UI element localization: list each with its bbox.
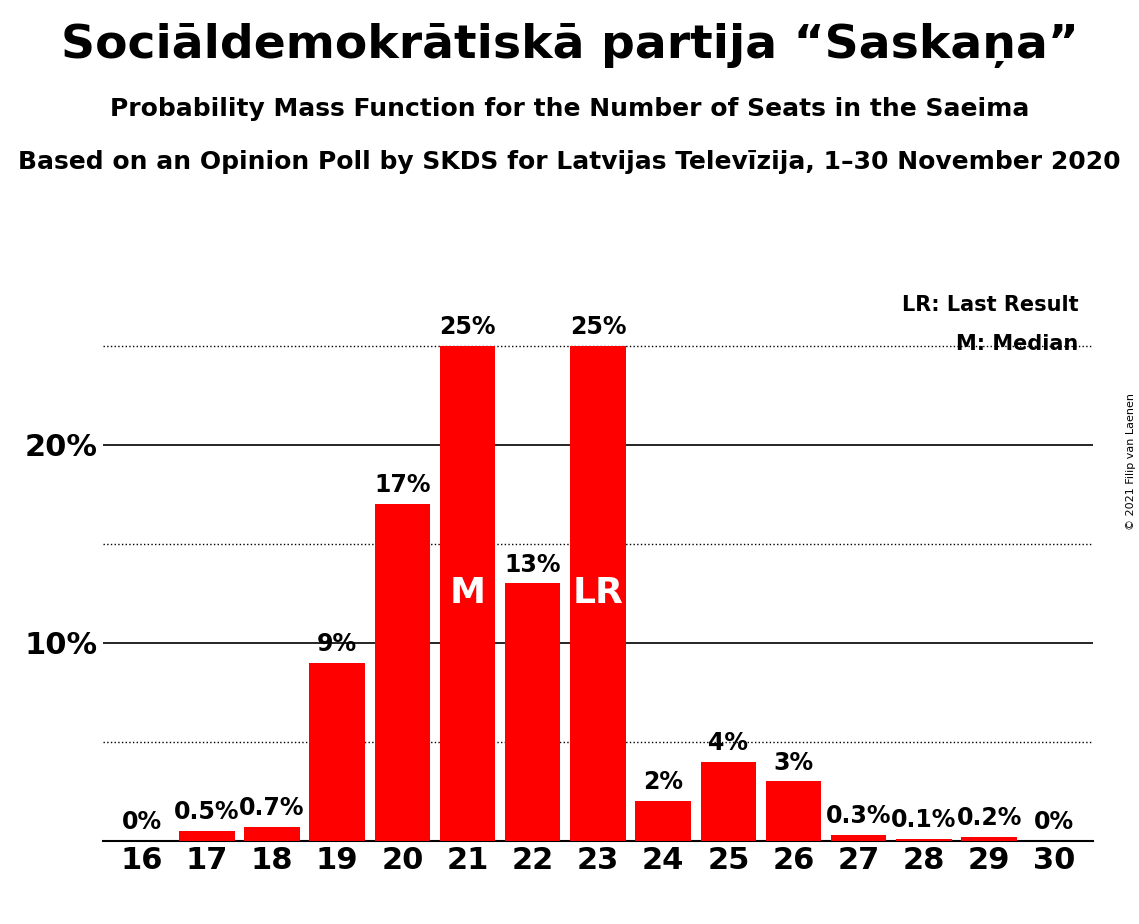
Text: Sociāldemokrātiskā partija “Saskaņa”: Sociāldemokrātiskā partija “Saskaņa”	[60, 23, 1079, 68]
Text: 0%: 0%	[122, 810, 162, 833]
Text: 17%: 17%	[374, 473, 431, 497]
Text: 0%: 0%	[1034, 810, 1074, 833]
Text: 3%: 3%	[773, 750, 813, 774]
Bar	[571, 346, 625, 841]
Bar	[375, 505, 431, 841]
Text: M: Median: M: Median	[957, 334, 1079, 354]
Text: 0.3%: 0.3%	[826, 804, 892, 828]
Bar	[636, 801, 691, 841]
Text: 25%: 25%	[440, 315, 495, 339]
Bar	[244, 827, 300, 841]
Bar	[896, 839, 952, 841]
Text: 9%: 9%	[317, 632, 358, 656]
Text: 25%: 25%	[570, 315, 626, 339]
Text: Probability Mass Function for the Number of Seats in the Saeima: Probability Mass Function for the Number…	[109, 97, 1030, 121]
Text: 0.1%: 0.1%	[891, 808, 957, 832]
Bar	[505, 583, 560, 841]
Text: LR: Last Result: LR: Last Result	[902, 295, 1079, 315]
Text: 2%: 2%	[644, 771, 683, 795]
Text: © 2021 Filip van Laenen: © 2021 Filip van Laenen	[1125, 394, 1136, 530]
Bar	[961, 837, 1017, 841]
Text: 0.2%: 0.2%	[957, 806, 1022, 830]
Text: Based on an Opinion Poll by SKDS for Latvijas Televīzija, 1–30 November 2020: Based on an Opinion Poll by SKDS for Lat…	[18, 150, 1121, 174]
Bar	[179, 831, 235, 841]
Bar	[310, 663, 364, 841]
Text: 0.7%: 0.7%	[239, 796, 305, 821]
Bar	[700, 761, 756, 841]
Bar	[440, 346, 495, 841]
Text: 0.5%: 0.5%	[174, 800, 239, 824]
Text: LR: LR	[573, 577, 623, 611]
Text: M: M	[450, 577, 485, 611]
Bar	[765, 782, 821, 841]
Text: 4%: 4%	[708, 731, 748, 755]
Bar	[831, 835, 886, 841]
Text: 13%: 13%	[505, 553, 562, 577]
